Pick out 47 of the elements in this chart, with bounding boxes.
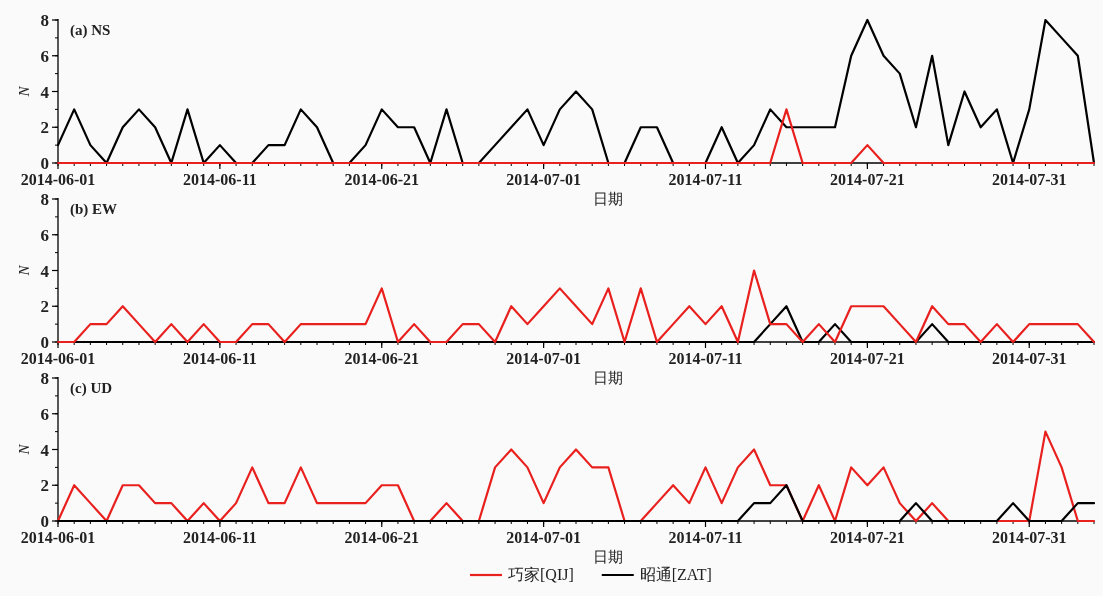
x-tick-label: 2014-06-21 xyxy=(344,529,420,546)
y-tick-label: 6 xyxy=(40,404,49,424)
chart-title: (b) EW xyxy=(70,201,118,218)
y-tick-label: 2 xyxy=(40,118,49,138)
y-tick-label: 8 xyxy=(40,369,49,388)
x-tick-label: 2014-07-31 xyxy=(991,350,1067,367)
x-tick-label: 2014-07-11 xyxy=(668,350,743,367)
x-tick-label: 2014-06-01 xyxy=(20,350,96,367)
y-tick-label: 6 xyxy=(40,225,49,245)
y-tick-label: 8 xyxy=(40,11,49,30)
legend-label: 巧家[QIJ] xyxy=(508,566,574,583)
x-tick-label: 2014-07-11 xyxy=(668,171,743,188)
x-tick-label: 2014-07-21 xyxy=(830,529,905,546)
x-axis-title: 日期 xyxy=(593,191,623,207)
legend-label: 昭通[ZAT] xyxy=(639,566,712,583)
x-tick-label: 2014-06-21 xyxy=(344,350,420,367)
y-tick-label: 8 xyxy=(40,190,49,209)
y-axis-title: N xyxy=(16,85,32,98)
x-tick-label: 2014-07-01 xyxy=(506,171,581,188)
x-tick-label: 2014-07-01 xyxy=(506,529,581,546)
chart-title: (a) NS xyxy=(70,22,111,39)
x-tick-label: 2014-06-01 xyxy=(20,171,96,188)
y-tick-label: 6 xyxy=(40,46,49,66)
x-tick-label: 2014-07-31 xyxy=(991,171,1067,188)
x-axis-title: 日期 xyxy=(593,549,623,565)
x-tick-label: 2014-06-11 xyxy=(182,350,257,367)
x-tick-label: 2014-07-21 xyxy=(830,350,905,367)
x-tick-label: 2014-07-31 xyxy=(991,529,1067,546)
y-tick-label: 0 xyxy=(40,512,49,531)
x-axis-title: 日期 xyxy=(593,370,623,386)
chart-title: (c) UD xyxy=(70,380,113,397)
x-tick-label: 2014-07-11 xyxy=(668,529,743,546)
x-tick-label: 2014-06-01 xyxy=(20,529,96,546)
y-tick-label: 0 xyxy=(40,333,49,352)
y-tick-label: 2 xyxy=(40,297,49,317)
y-tick-label: 4 xyxy=(40,82,50,102)
y-tick-label: 4 xyxy=(40,440,50,460)
x-tick-label: 2014-06-11 xyxy=(182,529,257,546)
y-tick-label: 2 xyxy=(40,476,49,496)
x-tick-label: 2014-07-21 xyxy=(830,171,905,188)
y-tick-label: 0 xyxy=(40,154,49,173)
x-tick-label: 2014-06-21 xyxy=(344,171,420,188)
y-axis-title: N xyxy=(16,264,32,277)
x-tick-label: 2014-06-11 xyxy=(182,171,257,188)
x-tick-label: 2014-07-01 xyxy=(506,350,581,367)
y-tick-label: 4 xyxy=(40,261,50,281)
y-axis-title: N xyxy=(16,443,32,456)
